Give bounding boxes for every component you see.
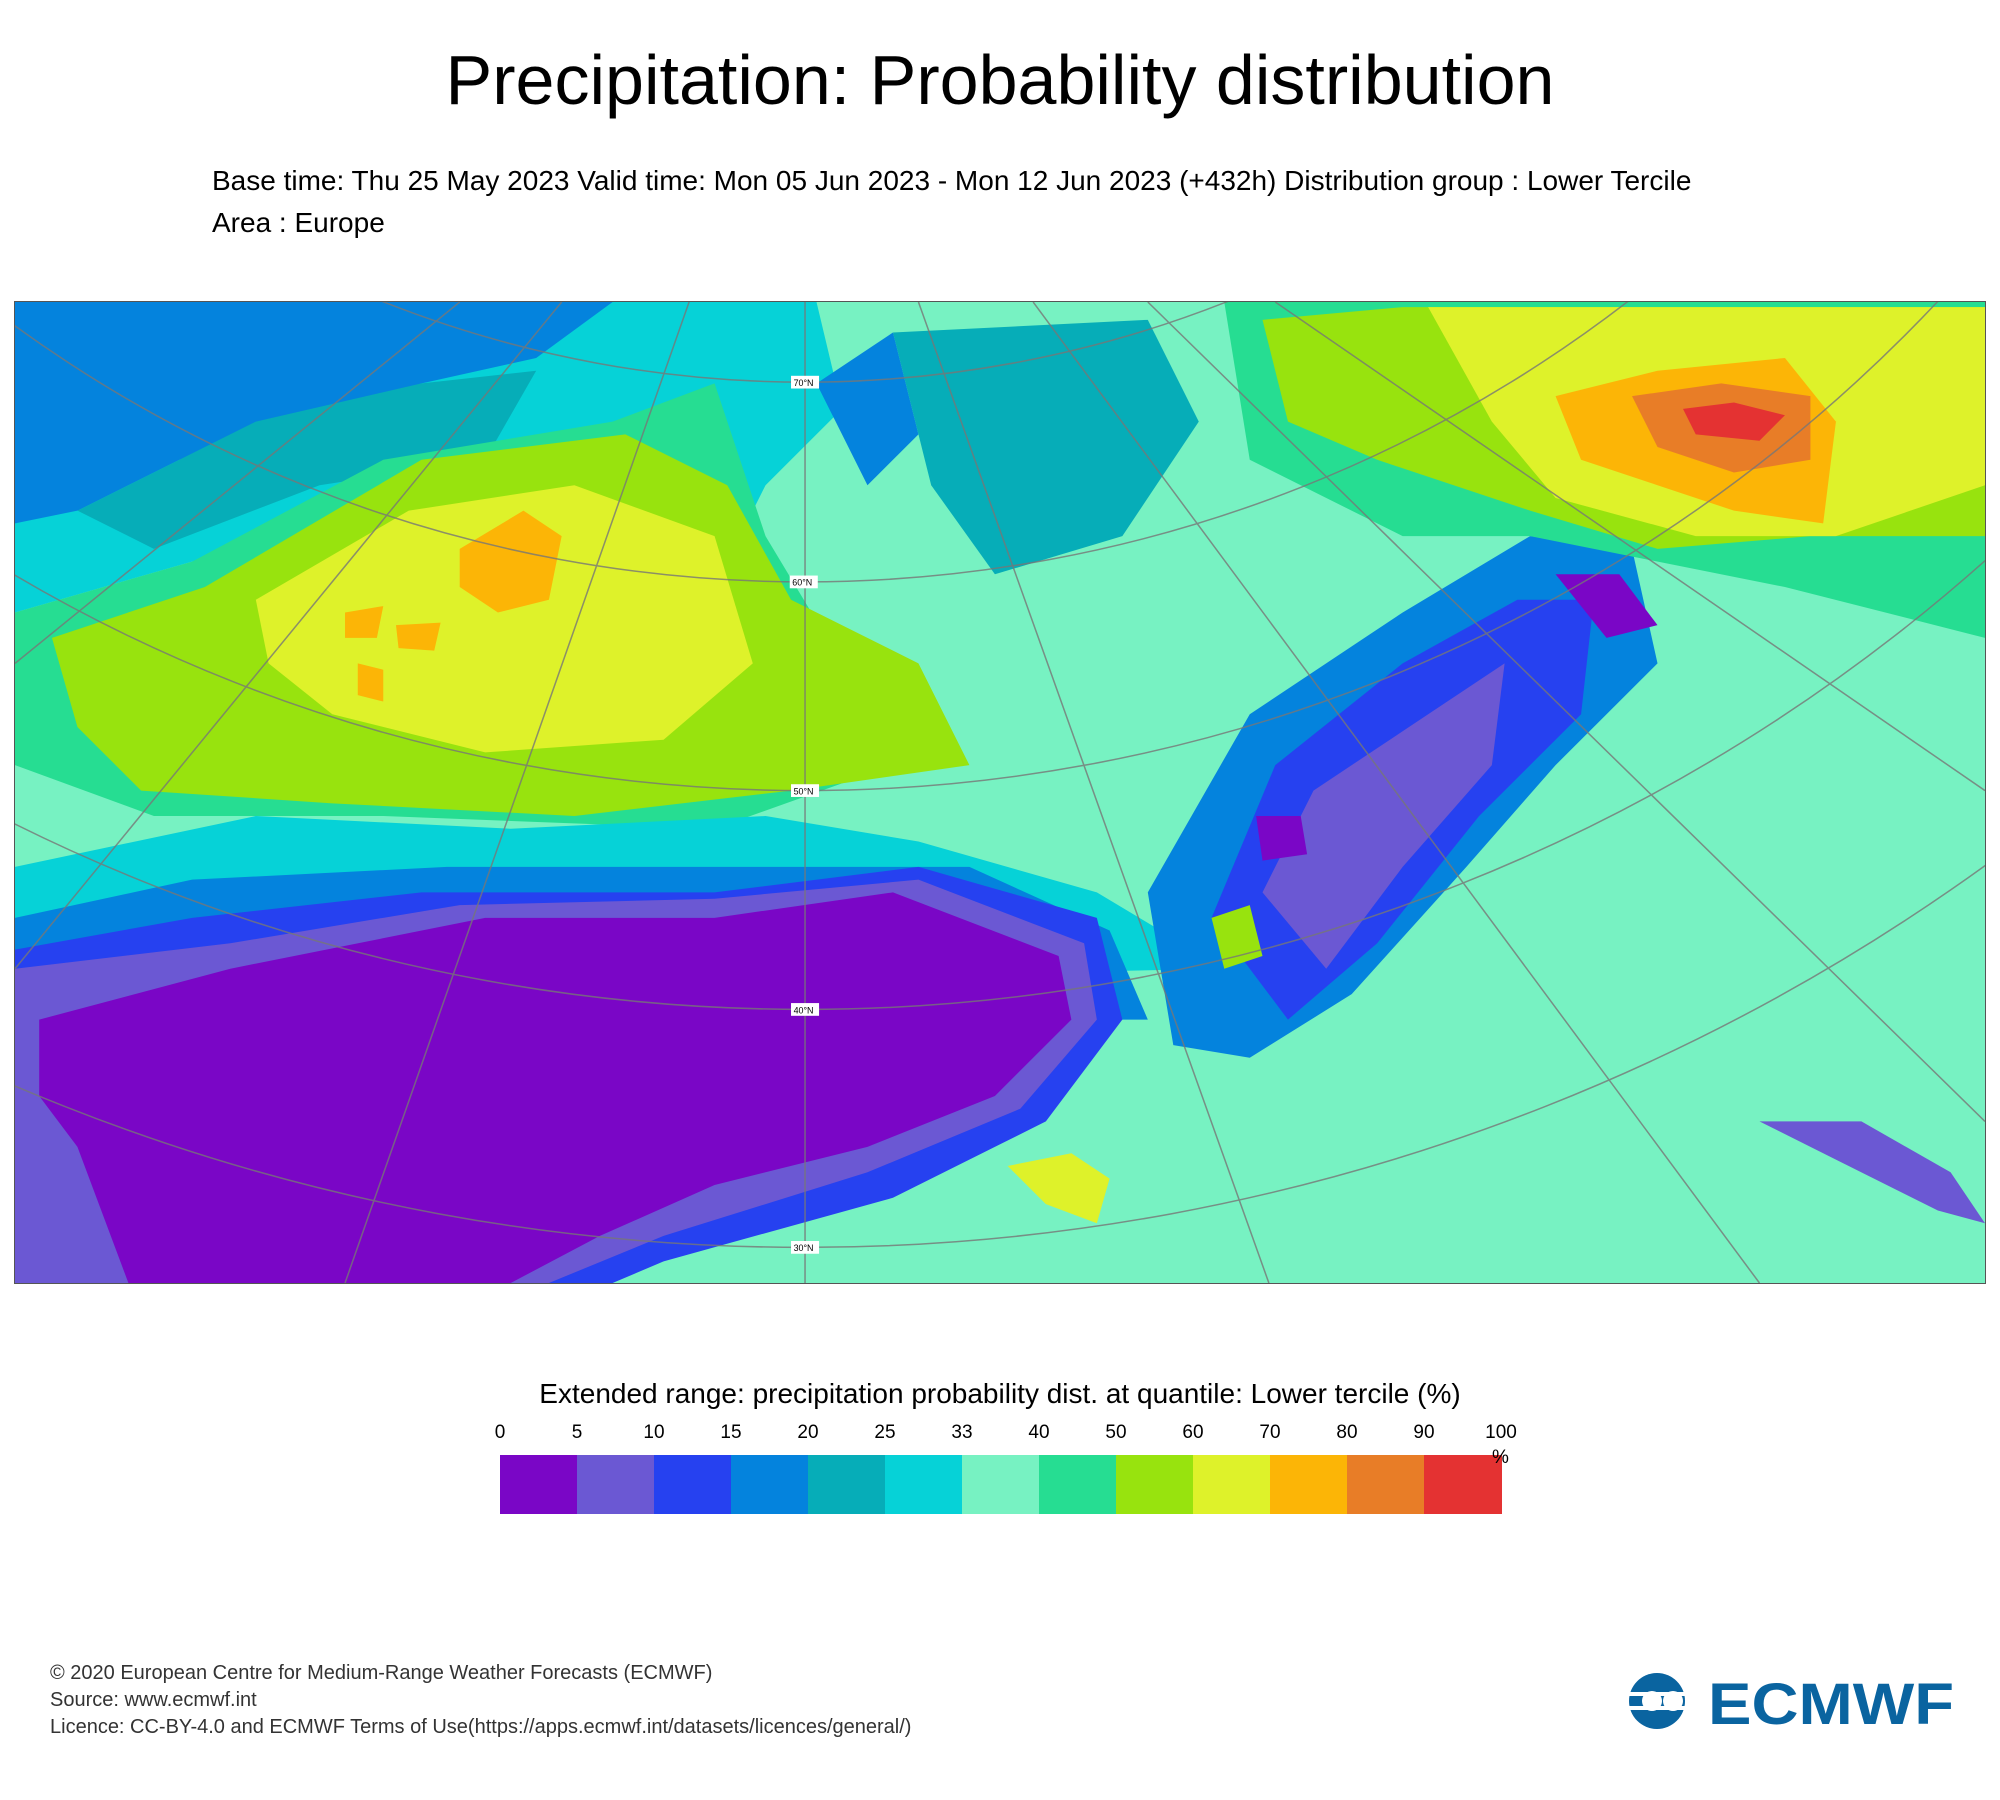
meridian — [1274, 302, 1985, 792]
legend-swatch-40-50 — [1039, 1455, 1117, 1514]
meridian — [1032, 302, 1761, 1283]
source-text: Source: www.ecmwf.int — [50, 1689, 257, 1711]
legend-title: Extended range: precipitation probabilit… — [539, 1378, 1461, 1409]
legend-swatch-15-20 — [731, 1455, 809, 1514]
legend-tick-label: 50 — [1105, 1422, 1127, 1443]
legend-tick-label: 20 — [797, 1422, 819, 1443]
legend-tick-label: 100 — [1485, 1422, 1517, 1443]
legend-swatch-80-90 — [1347, 1455, 1425, 1514]
svg-text:60°N: 60°N — [792, 578, 812, 588]
legend-swatch-33-40 — [962, 1455, 1040, 1514]
subtitle-times: Base time: Thu 25 May 2023 Valid time: M… — [212, 165, 1692, 196]
legend-tick-label: 60 — [1182, 1422, 1204, 1443]
legend-swatch-50-60 — [1116, 1455, 1194, 1514]
legend-swatch-20-25 — [808, 1455, 886, 1514]
legend-swatch-25-33 — [885, 1455, 963, 1514]
region-70-80-spot — [357, 663, 384, 702]
region-70-80-spot — [345, 606, 384, 638]
region-90-100-northeast — [1683, 402, 1785, 441]
region-0-5-east-spot — [1256, 816, 1308, 861]
lat-label-30: 30°N — [791, 1241, 820, 1254]
probability-map: 70°N 60°N 50°N 40°N 30°N — [14, 301, 1986, 1284]
meridian — [917, 302, 1270, 1283]
region-0-5-iberia-africa — [39, 892, 1072, 1283]
ecmwf-logo: ECMWF — [1628, 1672, 1954, 1730]
licence-text: Licence: CC-BY-4.0 and ECMWF Terms of Us… — [50, 1716, 912, 1738]
legend-swatch-10-15 — [654, 1455, 732, 1514]
legend-swatch-5-10 — [577, 1455, 655, 1514]
legend-tick-label: 40 — [1028, 1422, 1050, 1443]
svg-text:50°N: 50°N — [794, 786, 814, 796]
lat-label-70: 70°N — [791, 375, 820, 389]
lat-label-60: 60°N — [789, 575, 818, 589]
meridian — [344, 302, 690, 1283]
svg-text:ECMWF: ECMWF — [1708, 1672, 1954, 1730]
region-0-5-east-spot — [1555, 574, 1658, 638]
legend-tick-label: 5 — [571, 1422, 583, 1443]
subtitle-area: Area : Europe — [212, 207, 385, 238]
legend-swatch-70-80 — [1270, 1455, 1348, 1514]
lat-label-50: 50°N — [791, 784, 820, 797]
copyright-text: © 2020 European Centre for Medium-Range … — [50, 1662, 713, 1684]
legend-swatch-0-5 — [500, 1455, 578, 1514]
region-50-70-libya — [1007, 1153, 1110, 1224]
latitude-labels: 70°N 60°N 50°N 40°N 30°N — [789, 375, 820, 1254]
region-70-80-spot — [396, 622, 441, 651]
lat-label-40: 40°N — [791, 1003, 820, 1016]
region-15-25-scandinavia — [892, 319, 1199, 575]
legend-swatch-60-70 — [1193, 1455, 1271, 1514]
meridian — [15, 302, 563, 970]
meridian — [15, 302, 461, 664]
region-0-10-east-belt — [1262, 663, 1505, 969]
legend-tick-label: 90 — [1413, 1422, 1435, 1443]
legend-tick-label: 10 — [643, 1422, 665, 1443]
legend-tick-label: 15 — [720, 1422, 742, 1443]
legend-swatch-90-100 — [1424, 1455, 1502, 1514]
legend-tick-label: 80 — [1336, 1422, 1358, 1443]
svg-text:40°N: 40°N — [794, 1005, 814, 1015]
region-20-25-north — [77, 370, 537, 549]
legend-tick-label: 33 — [951, 1422, 973, 1443]
chart-title: Precipitation: Probability distribution — [445, 41, 1555, 119]
legend-tick-label: 0 — [494, 1422, 506, 1443]
region-70-80-spot — [459, 510, 562, 613]
legend-unit: % — [1492, 1447, 1509, 1468]
svg-text:30°N: 30°N — [794, 1243, 814, 1253]
legend-tick-label: 70 — [1259, 1422, 1281, 1443]
svg-text:70°N: 70°N — [794, 378, 814, 388]
meridian — [1147, 302, 1985, 1122]
region-15-20-north — [816, 332, 919, 486]
region-5-15-egypt — [1759, 1121, 1985, 1224]
legend-tick-label: 25 — [874, 1422, 896, 1443]
